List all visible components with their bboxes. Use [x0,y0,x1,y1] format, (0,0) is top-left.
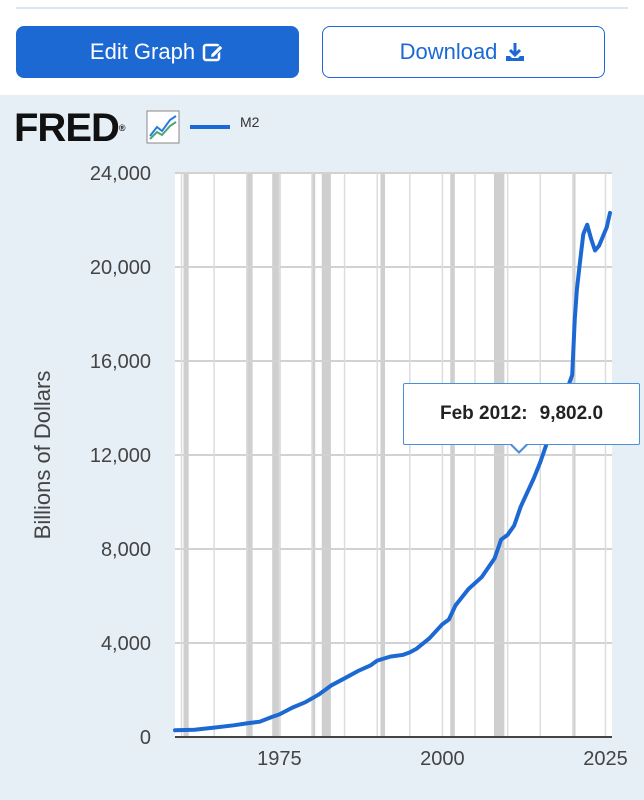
tooltip-date: Feb 2012: [439,403,528,424]
download-icon [503,40,527,64]
y-tick-label-2: 8,000 [101,539,151,561]
chart-icon[interactable] [146,110,180,149]
y-tick-label-4: 16,000 [90,351,151,373]
data-tooltip: Feb 2012: 9,802.0 [403,383,640,445]
fred-logo-text: FRED [14,106,120,150]
edit-graph-button[interactable]: Edit Graph [16,26,299,78]
edit-icon [201,40,225,64]
top-divider [16,7,628,9]
edit-graph-label: Edit Graph [89,39,196,64]
y-axis-label: Billions of Dollars [30,371,55,540]
fred-logo-reg: ® [118,123,126,133]
y-tick-label-0: 0 [140,727,151,749]
tooltip-value: 9,802.0 [539,403,604,424]
x-tick-label-1: 2000 [420,748,465,770]
legend-line-swatch [190,125,230,129]
x-tick-label-0: 1975 [257,748,302,770]
fred-logo: FRED® [14,108,126,148]
download-button[interactable]: Download [322,26,605,78]
y-tick-label-3: 12,000 [90,445,151,467]
series-line-0 [173,210,612,733]
legend: M2 [146,110,259,149]
y-tick-label-1: 4,000 [101,633,151,655]
y-tick-label-6: 24,000 [90,163,151,185]
y-tick-label-5: 20,000 [90,257,151,279]
legend-series-name: M2 [240,114,260,130]
download-label: Download [399,39,498,64]
tooltip-pointer-fill [511,443,527,451]
x-tick-label-2: 2025 [583,748,628,770]
